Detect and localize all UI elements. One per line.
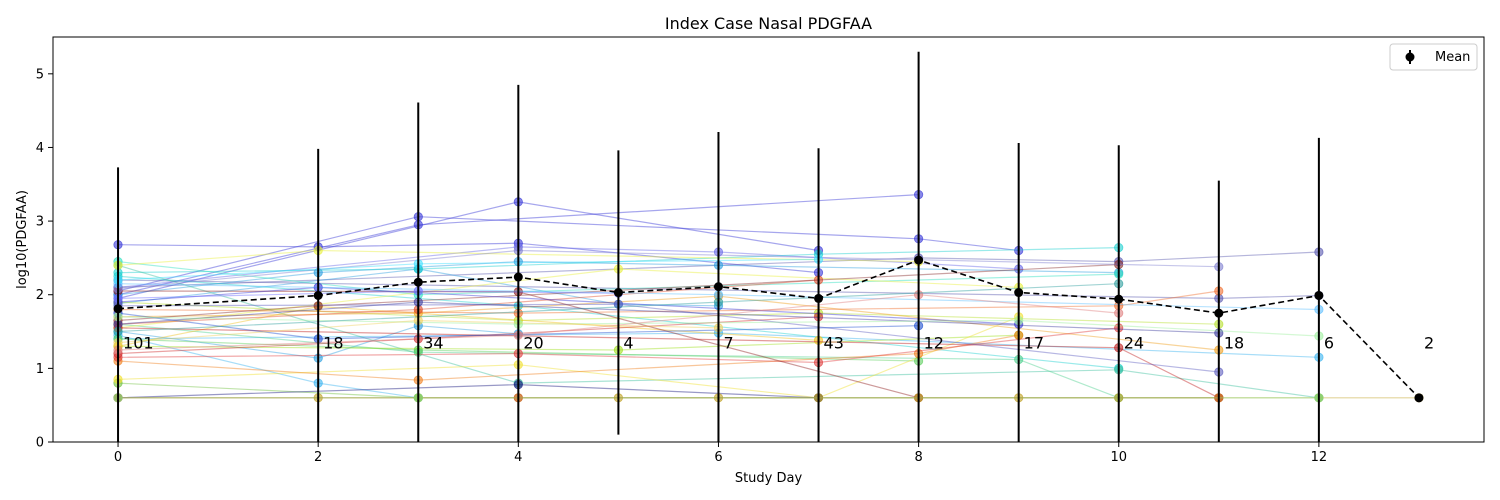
x-tick-label: 6 — [714, 450, 722, 465]
x-tick-label: 2 — [314, 450, 322, 465]
count-label: 2 — [1424, 334, 1434, 353]
subject-line — [117, 334, 1019, 381]
x-tick-label: 10 — [1110, 450, 1127, 465]
subject-line — [117, 295, 1219, 351]
count-label: 17 — [1024, 334, 1044, 353]
legend-box — [1389, 43, 1478, 71]
x-tick-label: 12 — [1311, 450, 1328, 465]
count-labels: 101 18 34 20 4 7 43 12 17 24 18 6 2 — [123, 334, 1434, 353]
x-tick-label: 4 — [514, 450, 522, 465]
mean-point — [513, 272, 523, 282]
count-label: 18 — [323, 334, 343, 353]
mean-point — [713, 282, 723, 292]
y-tick-label: 4 — [36, 141, 44, 156]
legend: Mean — [1389, 43, 1478, 71]
mean-series — [113, 51, 1424, 442]
mean-point — [814, 293, 824, 303]
mean-point — [1114, 294, 1124, 304]
mean-point — [113, 304, 123, 314]
y-tick-label: 5 — [36, 67, 44, 82]
x-tick-label: 0 — [114, 450, 122, 465]
plot-area: 101 18 34 20 4 7 43 12 17 24 18 6 2 — [113, 51, 1434, 442]
mean-point — [413, 277, 423, 287]
mean-point — [1314, 290, 1324, 300]
y-tick-label: 1 — [36, 362, 44, 377]
count-label: 4 — [623, 334, 633, 353]
chart-title: Index Case Nasal PDGFAA — [665, 14, 872, 33]
mean-point — [1014, 288, 1024, 298]
count-label: 34 — [423, 334, 443, 353]
count-label: 24 — [1124, 334, 1144, 353]
y-tick-label: 2 — [36, 288, 44, 303]
x-axis: 0 2 4 6 8 10 12 — [114, 442, 1327, 465]
count-label: 20 — [523, 334, 543, 353]
count-label: 6 — [1324, 334, 1334, 353]
mean-point — [1214, 308, 1224, 318]
mean-point — [1414, 393, 1424, 403]
y-axis-label: log10(PDGFAA) — [15, 190, 30, 289]
x-tick-label: 8 — [914, 450, 922, 465]
y-tick-label: 0 — [36, 436, 44, 451]
count-label: 101 — [123, 334, 154, 353]
subject-line — [117, 325, 519, 359]
y-tick-label: 3 — [36, 215, 44, 230]
count-label: 12 — [924, 334, 944, 353]
count-label: 43 — [824, 334, 844, 353]
count-label: 18 — [1224, 334, 1244, 353]
y-axis: 0 1 2 3 4 5 — [36, 67, 53, 451]
legend-entry-mean: Mean — [1435, 50, 1470, 65]
subject-line — [117, 216, 1019, 292]
mean-point — [313, 290, 323, 300]
legend-mean-marker — [1405, 52, 1415, 62]
count-label: 7 — [723, 334, 733, 353]
mean-point — [613, 288, 623, 298]
plot-frame — [52, 36, 1485, 443]
x-axis-label: Study Day — [735, 471, 803, 486]
mean-point — [914, 255, 924, 265]
